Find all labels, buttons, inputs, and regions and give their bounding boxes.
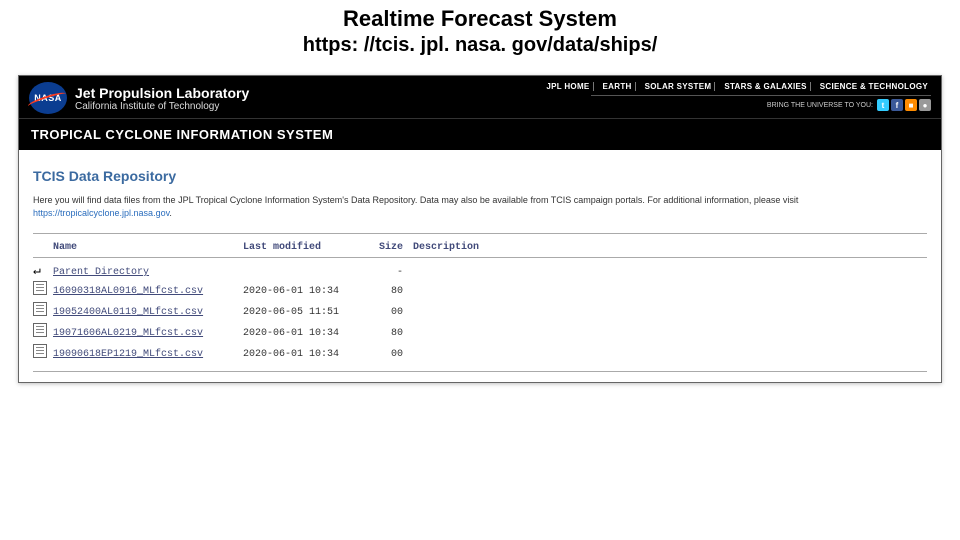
file-link[interactable]: 19090618EP1219_MLfcst.csv <box>53 346 243 363</box>
parent-size: - <box>373 264 413 281</box>
podcast-icon[interactable]: ● <box>919 99 931 111</box>
header-right: JPL HOME EARTH SOLAR SYSTEM STARS & GALA… <box>543 82 931 111</box>
jpl-line1: Jet Propulsion Laboratory <box>75 85 249 101</box>
nasa-logo-text: NASA <box>34 93 62 103</box>
rss-icon[interactable]: ■ <box>905 99 917 111</box>
file-icon <box>33 344 53 365</box>
jpl-branding: Jet Propulsion Laboratory California Ins… <box>75 85 249 112</box>
facebook-icon[interactable]: f <box>891 99 903 111</box>
slide-title-line1: Realtime Forecast System <box>0 6 960 32</box>
file-icon <box>33 323 53 344</box>
file-size: 80 <box>373 325 413 342</box>
file-modified: 2020-06-05 11:51 <box>243 304 373 321</box>
page-content: TCIS Data Repository Here you will find … <box>19 150 941 382</box>
file-row: 19090618EP1219_MLfcst.csv2020-06-01 10:3… <box>33 344 927 365</box>
file-modified: 2020-06-01 10:34 <box>243 346 373 363</box>
parent-directory-row: ↵ Parent Directory - <box>33 264 927 281</box>
parent-directory-link[interactable]: Parent Directory <box>53 264 243 281</box>
bring-text: BRING THE UNIVERSE TO YOU: <box>767 102 873 109</box>
social-icons: tf■● <box>877 99 931 111</box>
repo-description: Here you will find data files from the J… <box>33 194 927 219</box>
content-divider <box>33 233 927 234</box>
col-desc-header[interactable]: Description <box>413 242 927 253</box>
file-link[interactable]: 19052400AL0119_MLfcst.csv <box>53 304 243 321</box>
system-title-bar: TROPICAL CYCLONE INFORMATION SYSTEM <box>19 118 941 150</box>
file-link[interactable]: 19071606AL0219_MLfcst.csv <box>53 325 243 342</box>
file-modified: 2020-06-01 10:34 <box>243 325 373 342</box>
nasa-logo-icon[interactable]: NASA <box>29 82 67 114</box>
repo-desc-suffix: . <box>169 208 172 218</box>
nav-earth[interactable]: EARTH <box>600 82 636 91</box>
nav-divider <box>591 95 931 96</box>
nav-solar-system[interactable]: SOLAR SYSTEM <box>642 82 716 91</box>
directory-listing: Name Last modified Size Description ↵ Pa… <box>33 242 927 372</box>
file-modified: 2020-06-01 10:34 <box>243 283 373 300</box>
file-size: 00 <box>373 304 413 321</box>
file-row: 19052400AL0119_MLfcst.csv2020-06-05 11:5… <box>33 302 927 323</box>
col-size-header[interactable]: Size <box>373 242 413 253</box>
header-left: NASA Jet Propulsion Laboratory Californi… <box>29 82 249 114</box>
col-name-header[interactable]: Name <box>53 242 243 253</box>
slide-title-line2: https: //tcis. jpl. nasa. gov/data/ships… <box>0 34 960 57</box>
slide-title: Realtime Forecast System https: //tcis. … <box>0 0 960 57</box>
file-icon <box>33 281 53 302</box>
repo-desc-text: Here you will find data files from the J… <box>33 195 798 205</box>
col-icon-header <box>33 242 53 253</box>
listing-header: Name Last modified Size Description <box>33 242 927 258</box>
nav-jpl-home[interactable]: JPL HOME <box>543 82 593 91</box>
nav-stars-galaxies[interactable]: STARS & GALAXIES <box>721 82 810 91</box>
repo-desc-link[interactable]: https://tropicalcyclone.jpl.nasa.gov <box>33 208 169 218</box>
top-nav: JPL HOME EARTH SOLAR SYSTEM STARS & GALA… <box>543 82 931 91</box>
nav-science-tech[interactable]: SCIENCE & TECHNOLOGY <box>817 82 931 91</box>
back-icon: ↵ <box>33 264 53 281</box>
site-header: NASA Jet Propulsion Laboratory Californi… <box>19 76 941 118</box>
bring-universe-line: BRING THE UNIVERSE TO YOU: tf■● <box>543 99 931 111</box>
col-modified-header[interactable]: Last modified <box>243 242 373 253</box>
repo-title: TCIS Data Repository <box>33 168 927 184</box>
file-link[interactable]: 16090318AL0916_MLfcst.csv <box>53 283 243 300</box>
file-row: 16090318AL0916_MLfcst.csv2020-06-01 10:3… <box>33 281 927 302</box>
file-size: 80 <box>373 283 413 300</box>
twitter-icon[interactable]: t <box>877 99 889 111</box>
file-row: 19071606AL0219_MLfcst.csv2020-06-01 10:3… <box>33 323 927 344</box>
file-icon <box>33 302 53 323</box>
listing-end-divider <box>33 371 927 372</box>
jpl-line2: California Institute of Technology <box>75 101 249 112</box>
browser-window: NASA Jet Propulsion Laboratory Californi… <box>18 75 942 383</box>
file-size: 00 <box>373 346 413 363</box>
